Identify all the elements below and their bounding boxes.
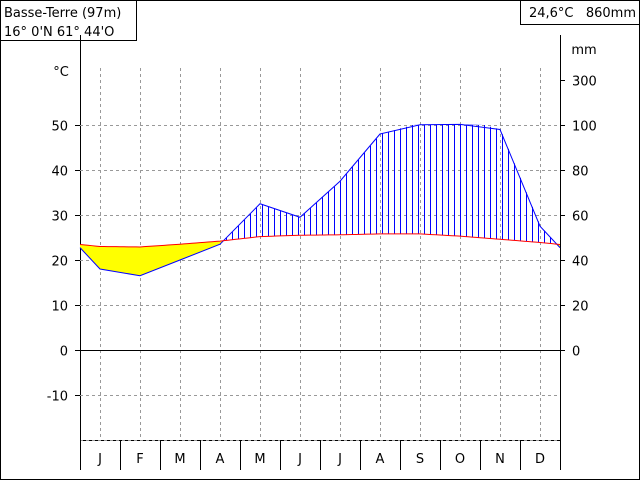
temperature-tick-label: 10 [51,300,68,315]
summary-box [520,0,640,25]
month-label: N [495,452,505,467]
precipitation-tick-label: 40 [572,255,589,270]
month-label: M [174,452,185,467]
precipitation-unit-label: mm [571,43,596,58]
month-label: J [337,452,342,467]
month-label: J [97,452,102,467]
month-label: M [254,452,265,467]
station-box [0,0,137,41]
precipitation-tick-label: 0 [572,345,580,360]
month-label: O [455,452,465,467]
month-label: A [216,452,225,467]
precipitation-line [79,123,561,277]
temperature-tick-label: -10 [47,390,68,405]
annual-summary: 24,6°C 860mm [529,6,636,21]
station-coordinates: 16° 0'N 61° 44'O [4,25,114,40]
series-lines [79,123,561,277]
month-label: J [297,452,302,467]
temperature-tick-label: 50 [51,120,68,135]
temperature-unit-label: °C [53,65,69,80]
temperature-tick-label: 0 [60,345,68,360]
humid-hatching [226,125,551,244]
precipitation-tick-label: 300 [572,75,597,90]
month-label: F [136,452,143,467]
temperature-tick-label: 20 [51,255,68,270]
station-name: Basse-Terre (97m) [4,6,121,21]
month-label: D [535,452,545,467]
month-label: S [416,452,424,467]
temperature-tick-label: 30 [51,210,68,225]
precipitation-tick-label: 60 [572,210,589,225]
temperature-tick-label: 40 [51,165,68,180]
precipitation-tick-label: 80 [572,165,589,180]
temperature-line [79,233,561,248]
arid-area [80,240,223,276]
precipitation-tick-label: 20 [572,300,589,315]
precipitation-tick-label: 100 [572,120,597,135]
month-label: A [376,452,385,467]
area-fills [80,124,560,276]
